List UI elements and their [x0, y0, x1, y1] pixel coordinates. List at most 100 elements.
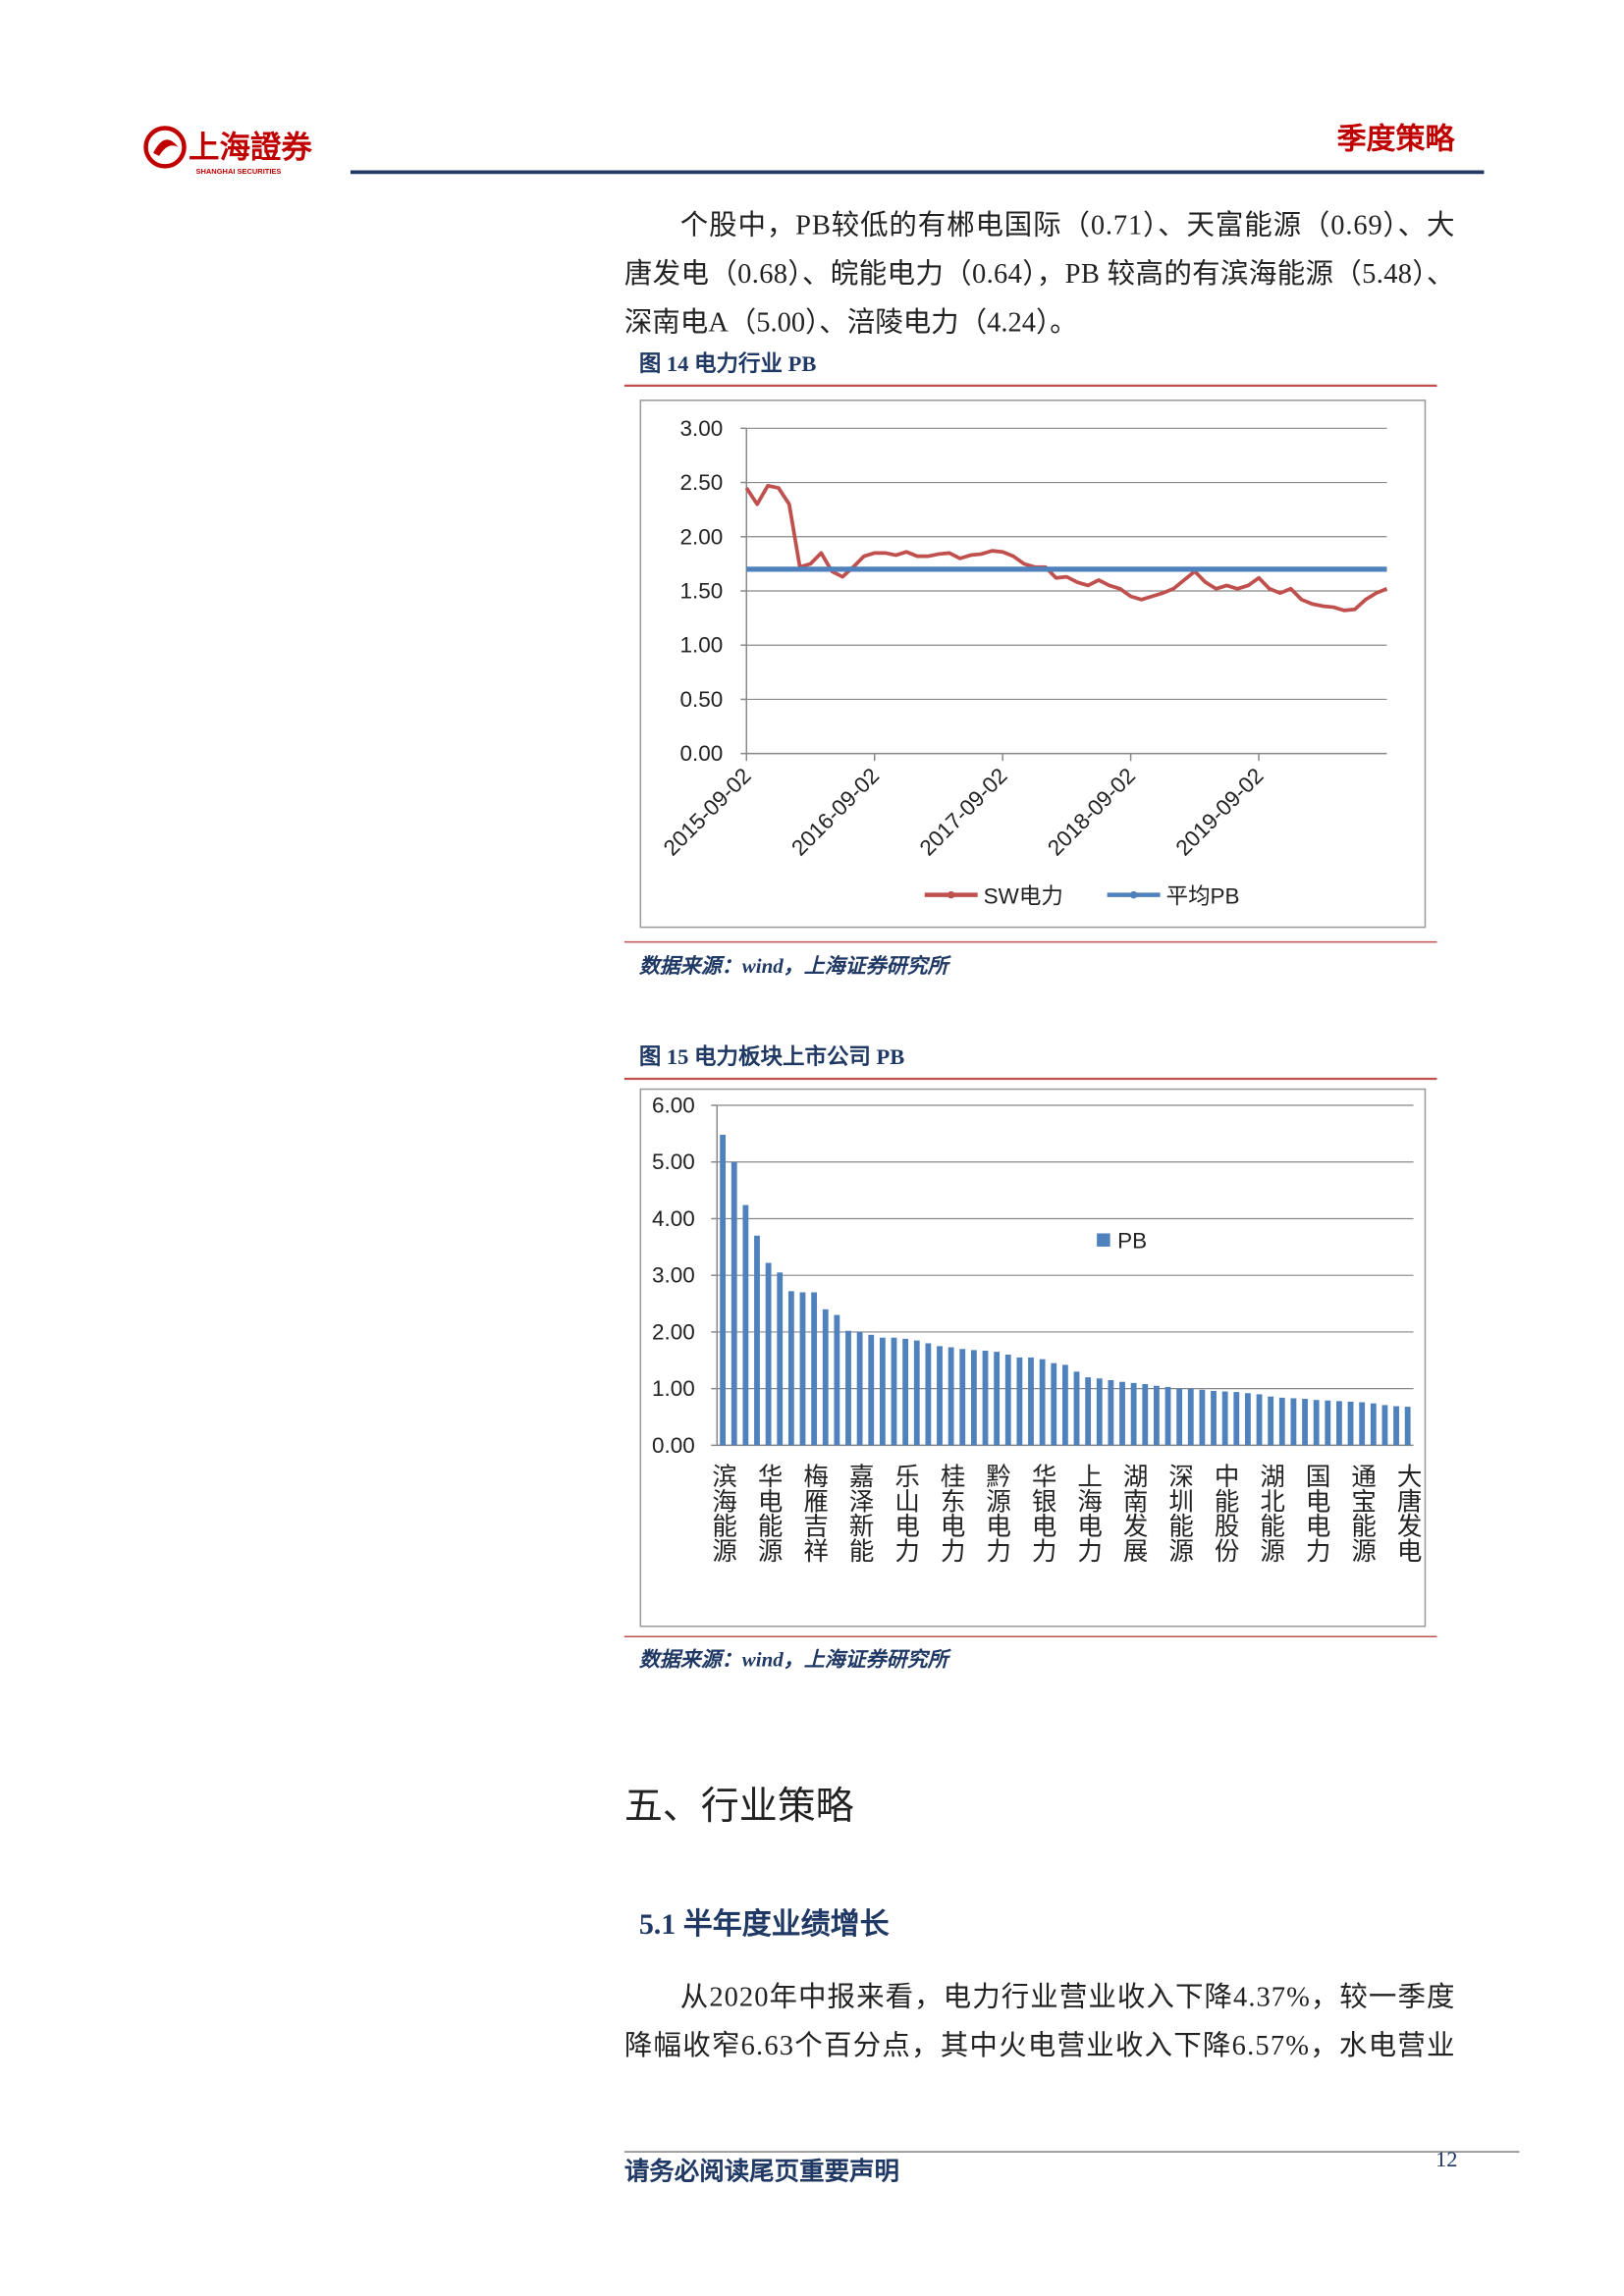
bar: [1039, 1359, 1046, 1446]
chart-frame: [639, 400, 1427, 929]
x-tick-label: 梅雁吉祥: [800, 1463, 829, 1563]
logo-text: 上海證券: [189, 129, 312, 164]
x-tick-label: 深圳能源: [1165, 1463, 1194, 1563]
bar: [1370, 1403, 1377, 1446]
bar: [1016, 1357, 1023, 1446]
bar: [994, 1352, 1001, 1446]
bar: [742, 1204, 749, 1446]
bar: [1233, 1392, 1240, 1446]
figure-source: 数据来源：wind，上海证券研究所: [639, 954, 952, 978]
x-tick-label: 中能股份: [1211, 1463, 1239, 1563]
bar: [720, 1135, 727, 1446]
bar: [1164, 1386, 1171, 1446]
logo-subtext: SHANGHAI SECURITIES: [196, 167, 282, 176]
y-tick-label: 2.00: [680, 524, 724, 549]
bar: [765, 1262, 772, 1446]
paragraph-line: 唐发电（0.68）、皖能电力（0.64），PB 较高的有滨海能源（5.48）、: [624, 258, 1455, 290]
page-number: 12: [1435, 2147, 1457, 2171]
bar: [856, 1331, 863, 1446]
y-tick-label: 0.00: [680, 741, 724, 766]
x-tick-label: 湖北能源: [1257, 1463, 1285, 1563]
bar: [1153, 1385, 1160, 1446]
bar: [1278, 1397, 1285, 1446]
bar: [1176, 1388, 1183, 1446]
legend-marker: [1129, 890, 1138, 899]
y-tick-label: 1.50: [680, 578, 724, 603]
bar: [1051, 1362, 1057, 1446]
bar: [1302, 1399, 1308, 1446]
bar: [754, 1235, 760, 1446]
y-tick-label: 1.00: [680, 633, 724, 658]
y-tick-label: 3.00: [652, 1263, 695, 1288]
x-tick-label: 乐山电力: [892, 1463, 920, 1563]
paragraph-line: 深南电A（5.00）、涪陵电力（4.24）。: [624, 306, 1078, 338]
bar: [777, 1272, 784, 1446]
y-tick-label: 0.50: [680, 687, 724, 712]
bar: [1221, 1391, 1228, 1446]
bar: [1130, 1382, 1137, 1446]
figure-caption: 图 14 电力行业 PB: [639, 350, 817, 376]
x-tick-label: 国电电力: [1302, 1463, 1330, 1563]
bar: [845, 1330, 851, 1446]
bar: [1313, 1400, 1320, 1446]
bar: [868, 1334, 875, 1446]
bar: [811, 1292, 818, 1446]
y-tick-label: 2.00: [652, 1319, 695, 1344]
bar: [1142, 1384, 1149, 1446]
x-tick-label: 华银电力: [1028, 1463, 1056, 1563]
bar: [1199, 1389, 1206, 1446]
footer-notice: 请务必阅读尾页重要声明: [624, 2158, 899, 2186]
bar: [731, 1161, 737, 1446]
bar: [937, 1346, 943, 1446]
legend-label: PB: [1117, 1228, 1147, 1253]
bar: [1096, 1378, 1103, 1446]
y-tick-label: 5.00: [652, 1149, 695, 1174]
y-tick-label: 3.00: [680, 416, 724, 441]
paragraph-line: 从2020年中报来看，电力行业营业收入下降4.37%，较一季度: [680, 1982, 1455, 2013]
logo-mark: [143, 126, 187, 169]
bar: [1061, 1364, 1068, 1446]
bar: [787, 1291, 794, 1446]
y-tick-label: 0.00: [652, 1433, 695, 1458]
bar: [1404, 1407, 1411, 1446]
bar: [913, 1340, 920, 1446]
header-section: 季度策略: [1337, 122, 1456, 155]
bar: [902, 1338, 909, 1446]
bar: [959, 1349, 966, 1446]
bar: [1359, 1402, 1366, 1446]
bar: [1245, 1393, 1251, 1446]
figure-source: 数据来源：wind，上海证券研究所: [639, 1647, 952, 1671]
bar: [1347, 1401, 1354, 1446]
x-tick-label: 通宝能源: [1348, 1463, 1377, 1563]
bar: [1336, 1401, 1342, 1446]
bar: [1187, 1388, 1194, 1446]
bar: [1268, 1396, 1274, 1446]
paragraph-line: 个股中，PB较低的有郴电国际（0.71）、天富能源（0.69）、大: [680, 209, 1455, 240]
figure-caption: 图 15 电力板块上市公司 PB: [639, 1043, 904, 1069]
bar: [1004, 1355, 1011, 1446]
bar: [947, 1347, 954, 1446]
legend-label: 平均PB: [1166, 884, 1240, 909]
x-tick-label: 华电能源: [754, 1463, 783, 1563]
subsection-title: 5.1 半年度业绩增长: [639, 1908, 890, 1941]
bar: [891, 1337, 897, 1446]
x-tick-label: 黔源电力: [983, 1463, 1011, 1563]
bar: [1108, 1379, 1114, 1446]
bar: [834, 1314, 840, 1446]
x-tick-label: 上海电力: [1074, 1463, 1103, 1563]
bar: [1381, 1405, 1388, 1446]
legend-label: SW电力: [984, 884, 1063, 909]
y-tick-label: 1.00: [652, 1376, 695, 1401]
bar: [1256, 1394, 1263, 1446]
paragraph-line: 降幅收窄6.63个百分点，其中火电营业收入下降6.57%，水电营业: [624, 2030, 1455, 2061]
bar: [1028, 1357, 1034, 1446]
legend-swatch: [1097, 1233, 1110, 1247]
x-tick-label: 大唐发电: [1393, 1463, 1422, 1563]
x-tick-label: 桂东电力: [937, 1463, 965, 1563]
legend-marker: [947, 890, 955, 899]
x-tick-label: 嘉泽新能: [845, 1463, 874, 1563]
bar: [799, 1292, 806, 1446]
bar: [879, 1337, 886, 1446]
bar: [982, 1350, 989, 1446]
